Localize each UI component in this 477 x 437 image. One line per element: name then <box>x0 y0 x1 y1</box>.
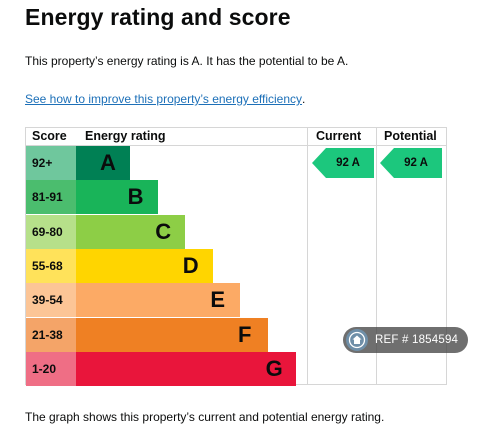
house-icon <box>346 329 368 351</box>
band-bar <box>76 283 241 318</box>
potential-header: Potential <box>384 129 437 143</box>
rating-band-f: 21-38 F <box>26 317 306 352</box>
rating-band-g: 1-20 G <box>26 351 306 386</box>
band-letter: B <box>127 184 144 210</box>
rating-band-e: 39-54 E <box>26 283 306 318</box>
band-score: 39-54 <box>26 283 76 318</box>
band-bar <box>76 180 158 215</box>
current-rating-arrow: 92 A <box>312 148 374 178</box>
rating-summary: This property’s energy rating is A. It h… <box>25 54 349 68</box>
reference-watermark: REF # 1854594 <box>343 327 468 353</box>
link-suffix: . <box>302 92 306 106</box>
band-bar <box>76 248 213 283</box>
band-score: 81-91 <box>26 180 76 215</box>
graph-description: The graph shows this property’s current … <box>25 410 385 424</box>
current-header: Current <box>316 129 362 143</box>
rating-band-c: 69-80 C <box>26 214 306 249</box>
band-score: 69-80 <box>26 214 76 249</box>
improve-efficiency-link-text[interactable]: See how to improve this property’s energ… <box>25 92 303 106</box>
potential-rating-label: 92 A <box>404 157 428 169</box>
band-bar <box>76 214 186 249</box>
rating-band-a: 92+ A <box>26 146 306 180</box>
band-bar <box>76 317 268 352</box>
band-score: 92+ <box>26 146 76 180</box>
header-divider <box>26 145 446 146</box>
improve-efficiency-link[interactable]: See how to improve this property’s energ… <box>25 92 305 106</box>
band-letter: F <box>238 321 252 347</box>
reference-number: REF # 1854594 <box>375 334 459 346</box>
band-letter: D <box>182 252 199 278</box>
band-score: 55-68 <box>26 248 76 283</box>
band-letter: E <box>210 287 226 313</box>
energy-rating-chart: Score Energy rating Current Potential 92… <box>25 127 447 386</box>
band-bar <box>76 146 130 180</box>
rating-band-b: 81-91 B <box>26 180 306 215</box>
page-title: Energy rating and score <box>25 4 291 30</box>
current-arrow-shape <box>312 148 374 178</box>
band-bar <box>76 351 296 386</box>
energy-rating-header: Energy rating <box>85 129 166 143</box>
score-header: Score <box>32 129 67 143</box>
band-letter: C <box>155 218 172 244</box>
band-letter: A <box>100 150 116 175</box>
current-column-divider <box>307 128 308 384</box>
band-letter: G <box>265 355 283 381</box>
potential-rating-arrow: 92 A <box>380 148 442 178</box>
band-score: 1-20 <box>26 351 76 386</box>
band-score: 21-38 <box>26 317 76 352</box>
rating-band-d: 55-68 D <box>26 248 306 283</box>
potential-column-divider <box>376 128 377 384</box>
current-rating-label: 92 A <box>336 157 360 169</box>
potential-arrow-shape <box>380 148 442 178</box>
